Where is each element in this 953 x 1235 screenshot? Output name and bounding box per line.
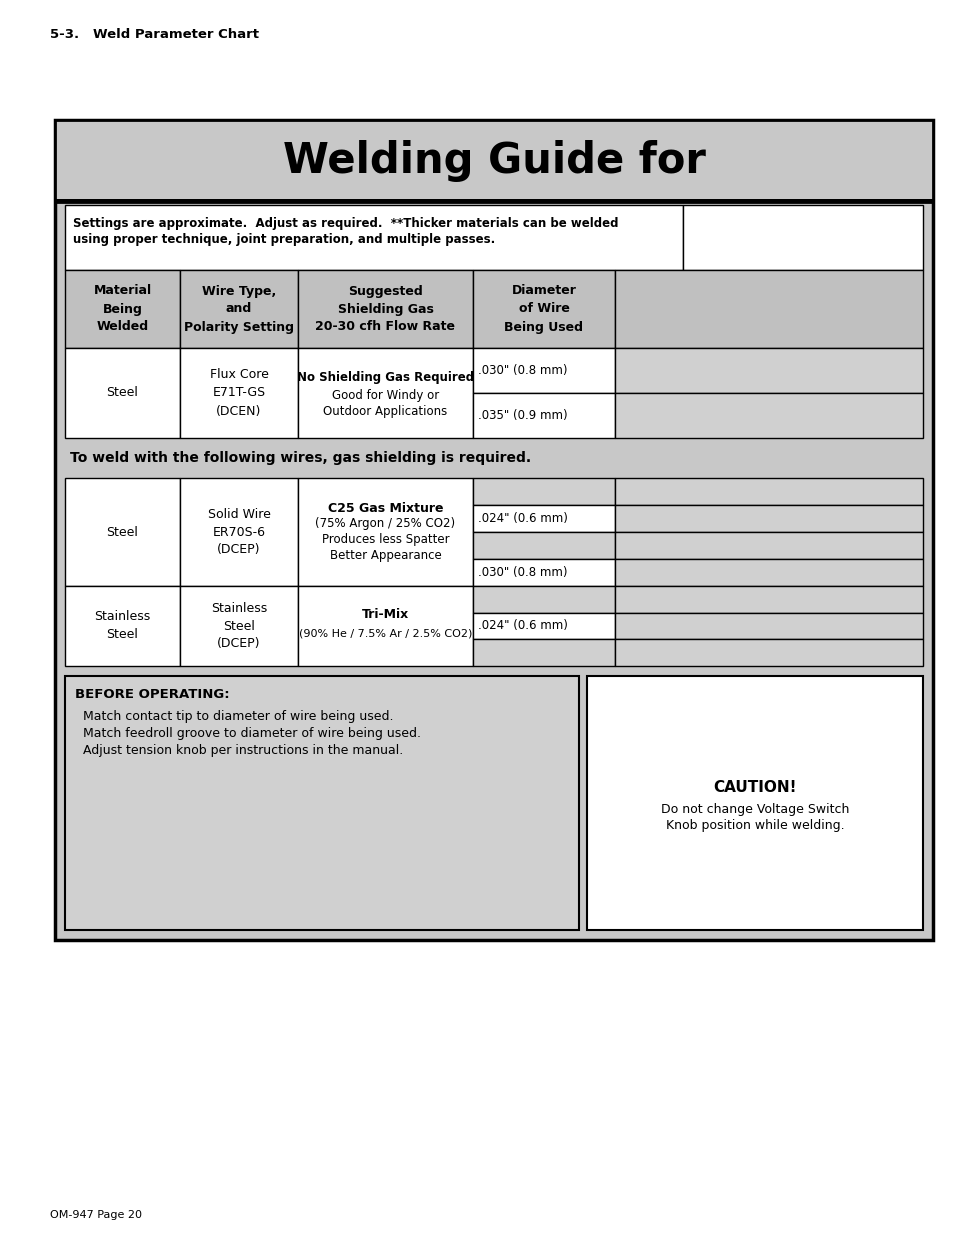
Text: Better Appearance: Better Appearance (330, 550, 441, 562)
Text: Tri-Mix: Tri-Mix (361, 608, 409, 620)
Bar (297, 478, 473, 585)
Text: Match feedroll groove to diameter of wire being used.: Match feedroll groove to diameter of wir… (83, 727, 420, 740)
Text: Stainless
Steel: Stainless Steel (94, 610, 151, 641)
Bar (473, 613, 615, 640)
Text: Produces less Spatter: Produces less Spatter (321, 534, 449, 547)
Text: Match contact tip to diameter of wire being used.: Match contact tip to diameter of wire be… (83, 710, 393, 722)
Bar (65, 270, 180, 348)
Bar (297, 585, 473, 666)
Bar (473, 532, 615, 559)
Text: (75% Argon / 25% CO2): (75% Argon / 25% CO2) (315, 517, 456, 531)
Bar (180, 585, 297, 666)
Bar (586, 676, 923, 930)
Text: Do not change Voltage Switch: Do not change Voltage Switch (660, 803, 848, 815)
Bar (65, 205, 682, 270)
Bar (297, 348, 473, 438)
Text: Solid Wire
ER70S-6
(DCEP): Solid Wire ER70S-6 (DCEP) (208, 508, 270, 557)
Bar (473, 478, 615, 505)
Text: Knob position while welding.: Knob position while welding. (665, 820, 843, 832)
Bar (65, 585, 180, 666)
Bar (473, 640, 615, 666)
Bar (615, 348, 923, 393)
Text: Steel: Steel (107, 526, 138, 538)
Bar (473, 348, 615, 393)
Bar (297, 270, 473, 348)
Text: Material
Being
Welded: Material Being Welded (93, 284, 152, 333)
Text: OM-947 Page 20: OM-947 Page 20 (50, 1210, 142, 1220)
Text: Suggested
Shielding Gas
20-30 cfh Flow Rate: Suggested Shielding Gas 20-30 cfh Flow R… (315, 284, 455, 333)
Text: Good for Windy or: Good for Windy or (332, 389, 438, 401)
Text: Welding Guide for: Welding Guide for (282, 140, 704, 182)
Text: (90% He / 7.5% Ar / 2.5% CO2): (90% He / 7.5% Ar / 2.5% CO2) (298, 629, 472, 638)
Bar (682, 205, 923, 270)
Text: Stainless
Steel
(DCEP): Stainless Steel (DCEP) (211, 601, 267, 651)
Bar (473, 393, 615, 438)
Bar (615, 640, 923, 666)
Bar (615, 393, 923, 438)
Text: Flux Core
E71T-GS
(DCEN): Flux Core E71T-GS (DCEN) (210, 368, 268, 417)
Text: No Shielding Gas Required: No Shielding Gas Required (296, 370, 474, 384)
Bar (180, 478, 297, 585)
Text: CAUTION!: CAUTION! (713, 779, 796, 794)
Text: Adjust tension knob per instructions in the manual.: Adjust tension knob per instructions in … (83, 743, 403, 757)
Text: Settings are approximate.  Adjust as required.  **Thicker materials can be welde: Settings are approximate. Adjust as requ… (73, 217, 618, 230)
Text: Wire Type,
and
Polarity Setting: Wire Type, and Polarity Setting (184, 284, 294, 333)
Text: Outdoor Applications: Outdoor Applications (323, 405, 447, 417)
Bar (180, 348, 297, 438)
Bar (473, 505, 615, 532)
Bar (615, 613, 923, 640)
Text: Steel: Steel (107, 387, 138, 399)
Text: .024" (0.6 mm): .024" (0.6 mm) (477, 620, 567, 632)
Bar (615, 585, 923, 613)
Text: BEFORE OPERATING:: BEFORE OPERATING: (75, 688, 230, 701)
Text: To weld with the following wires, gas shielding is required.: To weld with the following wires, gas sh… (70, 451, 531, 466)
Bar (615, 478, 923, 505)
Bar (473, 270, 615, 348)
Text: using proper technique, joint preparation, and multiple passes.: using proper technique, joint preparatio… (73, 233, 495, 246)
Bar (615, 559, 923, 585)
Bar (55, 120, 932, 203)
Bar (65, 478, 180, 585)
Bar (615, 505, 923, 532)
Bar (180, 270, 297, 348)
Text: .030" (0.8 mm): .030" (0.8 mm) (477, 566, 567, 579)
Text: 5-3.   Weld Parameter Chart: 5-3. Weld Parameter Chart (50, 28, 258, 42)
Bar (65, 348, 180, 438)
Bar (615, 532, 923, 559)
Text: .024" (0.6 mm): .024" (0.6 mm) (477, 513, 567, 525)
Bar (473, 559, 615, 585)
Text: Diameter
of Wire
Being Used: Diameter of Wire Being Used (504, 284, 583, 333)
Bar (55, 120, 932, 940)
Bar (473, 585, 615, 613)
Text: C25 Gas Mixture: C25 Gas Mixture (328, 501, 443, 515)
Text: .035" (0.9 mm): .035" (0.9 mm) (477, 409, 567, 422)
Bar (55, 199, 932, 203)
Bar (65, 676, 578, 930)
Bar (615, 270, 923, 348)
Text: .030" (0.8 mm): .030" (0.8 mm) (477, 364, 567, 377)
